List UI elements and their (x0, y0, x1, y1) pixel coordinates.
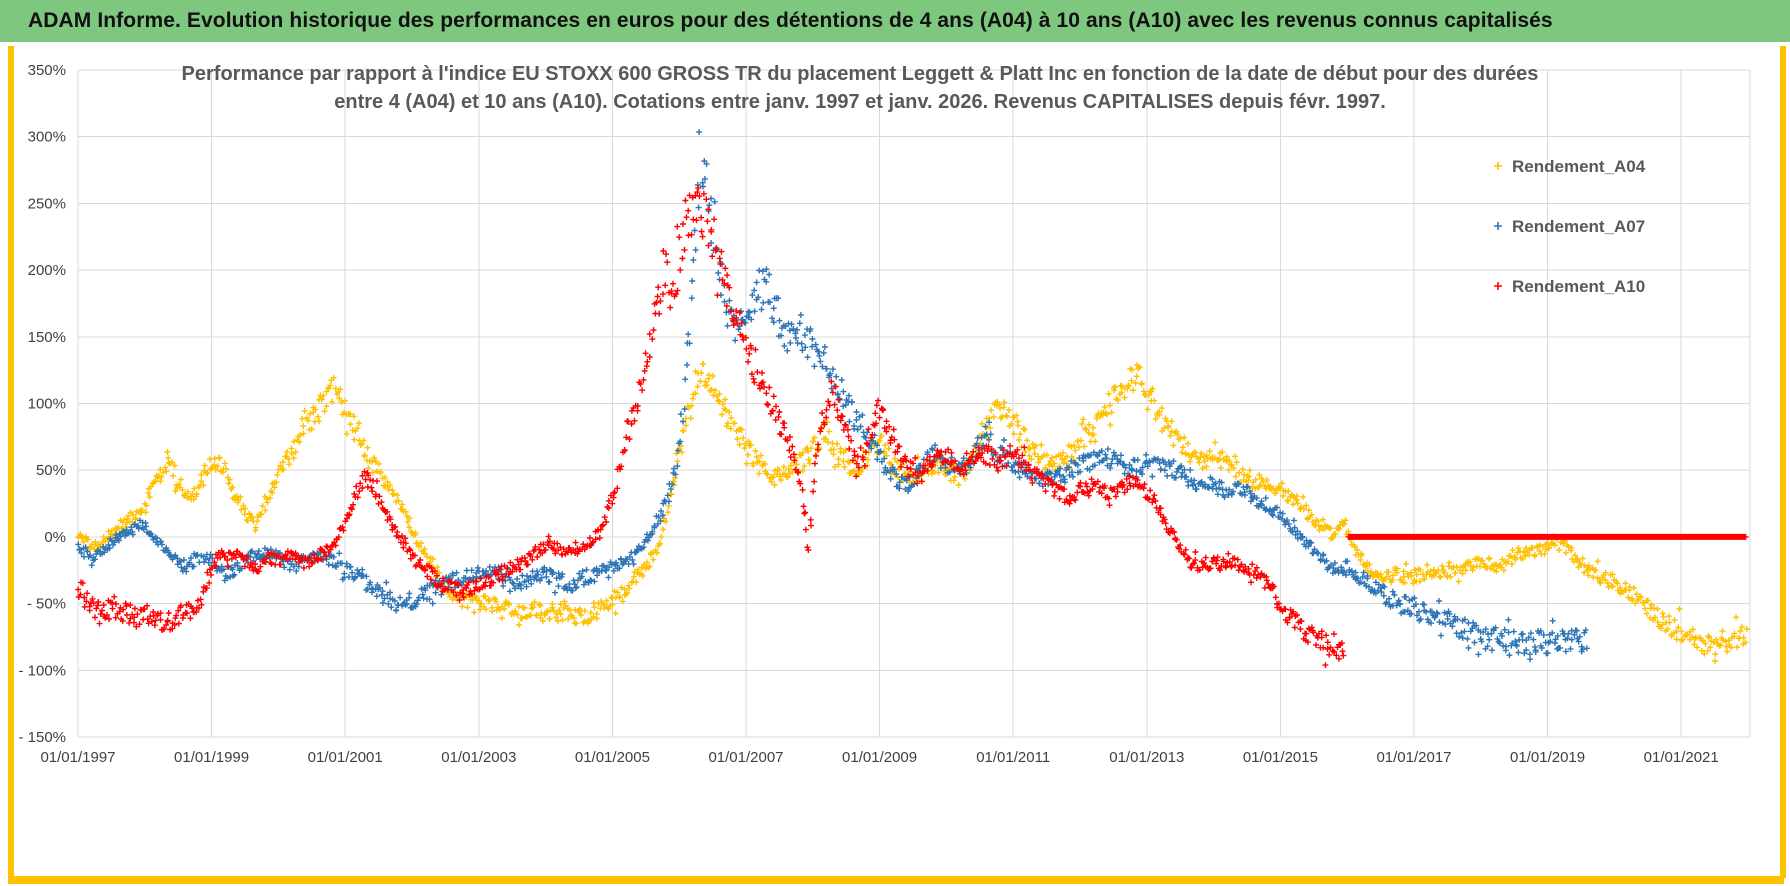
title-bar: ADAM Informe. Evolution historique des p… (0, 0, 1790, 42)
series-Rendement_A04 (75, 360, 1750, 664)
y-tick-label: 200% (28, 262, 66, 279)
series-Rendement_A07 (75, 100, 1590, 663)
legend-marker-Rendement_A07 (1494, 222, 1502, 230)
y-tick-label: 150% (28, 329, 66, 346)
x-tick-label: 01/01/2019 (1510, 749, 1585, 766)
y-tick-label: - 150% (18, 729, 66, 746)
gridlines (77, 69, 1751, 738)
x-tick-label: 01/01/2001 (308, 749, 383, 766)
legend: Rendement_A04 Rendement_A07 Rendement_A10 (1494, 157, 1646, 296)
series-Rendement_A10 (75, 184, 1749, 669)
y-axis-labels: 350% 300% 250% 200% 150% 100% 50% 0% - 50% - 100%… (18, 62, 66, 746)
x-axis-labels: 01/01/1997 01/01/1999 01/01/2001 01/01/2003… (40, 749, 1718, 766)
left-accent-strip (8, 46, 14, 878)
x-tick-label: 01/01/2021 (1644, 749, 1719, 766)
page-title: ADAM Informe. Evolution historique des p… (28, 9, 1553, 32)
y-tick-label: 50% (36, 462, 66, 479)
legend-label-Rendement_A04: Rendement_A04 (1512, 157, 1646, 176)
y-tick-label: - 100% (18, 662, 66, 679)
chart-area: Performance par rapport à l'indice EU ST… (0, 42, 1790, 878)
y-tick-label: 100% (28, 396, 66, 413)
x-tick-label: 01/01/2009 (842, 749, 917, 766)
y-tick-label: 350% (28, 62, 66, 79)
x-tick-label: 01/01/2017 (1376, 749, 1451, 766)
bottom-accent-strip (8, 876, 1784, 884)
x-tick-label: 01/01/2007 (708, 749, 783, 766)
y-tick-label: - 50% (27, 596, 66, 613)
right-accent-strip (1780, 46, 1786, 878)
x-tick-label: 01/01/2003 (441, 749, 516, 766)
legend-label-Rendement_A07: Rendement_A07 (1512, 217, 1645, 236)
x-tick-label: 01/01/1997 (40, 749, 115, 766)
legend-marker-Rendement_A10 (1494, 282, 1502, 290)
legend-marker-Rendement_A04 (1494, 162, 1502, 170)
y-tick-label: 250% (28, 195, 66, 212)
y-tick-label: 0% (44, 529, 66, 546)
x-tick-label: 01/01/2011 (976, 749, 1050, 766)
y-tick-label: 300% (28, 129, 66, 146)
x-tick-label: 01/01/2015 (1243, 749, 1318, 766)
legend-label-Rendement_A10: Rendement_A10 (1512, 277, 1645, 296)
performance-scatter-chart: 350% 300% 250% 200% 150% 100% 50% 0% - 50% - 100%… (18, 62, 1751, 766)
x-tick-label: 01/01/2013 (1109, 749, 1184, 766)
x-tick-label: 01/01/1999 (174, 749, 249, 766)
x-tick-label: 01/01/2005 (575, 749, 650, 766)
